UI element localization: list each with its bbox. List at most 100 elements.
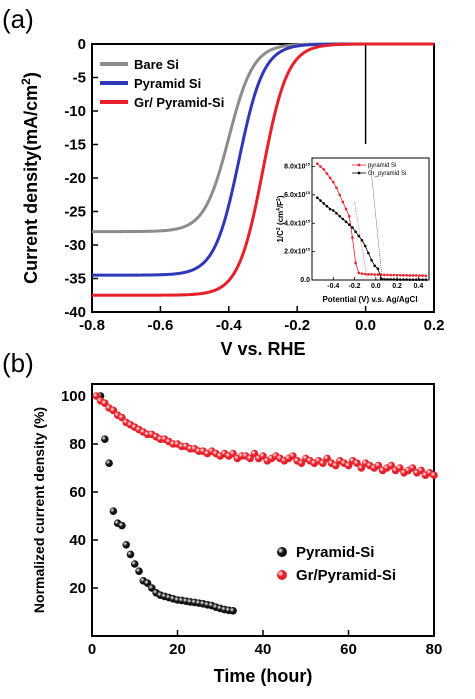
panel-a-label: (a): [2, 4, 34, 34]
inset-chart: -0.4 -0.2 0.0 0.2 0.4 0.0 2.0x1015 4.0x1015 6.0x…: [276, 157, 430, 304]
inset-point: [414, 274, 418, 277]
inset-y-tick-exponent: 15: [306, 162, 311, 167]
inset-y-label-4: 4: [276, 208, 282, 211]
inset-y-label-7: ): [276, 195, 285, 198]
inset-point: [379, 277, 383, 280]
data-point: [101, 435, 109, 444]
inset-y-tick-exponent: 15: [306, 218, 311, 223]
inset-point: [395, 278, 399, 281]
inset-point: [363, 272, 367, 276]
inset-y-tick-label: 2.0x1015: [284, 247, 311, 256]
inset-y-label-1: 1/C: [276, 230, 285, 243]
inset-point: [338, 193, 341, 197]
x-tick-label: 0.0: [355, 317, 376, 334]
inset-point: [370, 273, 373, 276]
data-point: [135, 567, 143, 575]
inset-point: [405, 274, 408, 277]
inset-point: [341, 200, 345, 204]
y-tick-label: 20: [69, 580, 86, 597]
y-tick-label: 60: [69, 484, 86, 501]
inset-point: [402, 274, 405, 277]
inset-y-label-6: 2: [276, 198, 282, 201]
inset-point: [414, 278, 418, 282]
y-tick-label: 40: [69, 532, 86, 549]
inset-point: [389, 278, 393, 281]
chart-a-y-label-sup: 2: [19, 78, 33, 85]
inset-y-label-5: /F: [276, 201, 285, 208]
inset-point: [370, 258, 373, 262]
inset-point: [363, 244, 367, 248]
y-tick-label: 100: [61, 388, 86, 405]
inset-point: [392, 278, 396, 281]
inset-point: [344, 220, 348, 224]
inset-point: [408, 274, 412, 277]
x-tick-label: 20: [169, 641, 186, 658]
series-line: [92, 42, 434, 297]
legend-label: Bare Si: [134, 57, 179, 72]
inset-point: [383, 273, 386, 277]
panel-b-label: (b): [2, 348, 34, 378]
inset-point: [341, 217, 345, 221]
inset-point: [319, 199, 322, 202]
inset-point: [421, 274, 424, 277]
inset-point: [338, 214, 341, 218]
inset-point: [328, 207, 332, 211]
x-tick-label: 80: [426, 641, 443, 658]
inset-point: [398, 273, 402, 277]
inset-point: [357, 234, 361, 238]
data-point: [118, 521, 126, 530]
x-tick-label: -0.6: [147, 317, 173, 334]
y-tick-label: -35: [64, 271, 86, 288]
inset-point: [424, 274, 428, 278]
chart-a-y-label-close: ): [21, 72, 41, 78]
x-tick-label: -0.8: [79, 317, 105, 334]
legend-label: Gr/Pyramid-Si: [296, 567, 396, 584]
y-tick-label: -30: [64, 237, 86, 254]
inset-point: [392, 273, 396, 277]
inset-point: [376, 273, 380, 276]
inset-x-tick-label: 0.4: [413, 283, 423, 290]
inset-x-tick-label: 0.2: [392, 283, 402, 290]
x-tick-label: 0.2: [424, 317, 445, 334]
inset-y-tick-exponent: 15: [306, 247, 311, 252]
chart-b-legend: Pyramid-Si Gr/Pyramid-Si: [277, 544, 396, 584]
y-tick-label: 0: [78, 36, 86, 53]
inset-point: [319, 165, 322, 168]
inset-fit-line: [370, 163, 383, 281]
inset-point: [386, 278, 389, 281]
data-point: [126, 550, 135, 559]
y-tick-label: -10: [64, 103, 86, 120]
y-tick-label: 80: [69, 436, 86, 453]
inset-point: [347, 214, 351, 218]
y-tick-label: -20: [64, 170, 86, 187]
inset-point: [411, 274, 415, 277]
y-tick-label: -25: [64, 204, 86, 221]
inset-point: [395, 273, 399, 277]
inset-point: [322, 202, 326, 205]
inset-point: [328, 176, 332, 180]
inset-point: [383, 277, 386, 281]
inset-y-tick-label: 8.0x1015: [284, 162, 311, 171]
x-tick-label: 60: [340, 641, 357, 658]
inset-point: [354, 261, 357, 265]
data-point: [130, 560, 139, 568]
chart-a-y-label-main: Current density: [21, 151, 41, 284]
inset-point: [418, 278, 421, 282]
chart-a-series: [92, 42, 434, 297]
inset-point: [421, 278, 424, 282]
data-point: [122, 541, 130, 549]
inset-point: [357, 271, 361, 275]
legend-marker: [277, 547, 287, 557]
data-point: [105, 459, 113, 468]
inset-point: [335, 212, 338, 215]
x-tick-label: 40: [255, 641, 272, 658]
chart-b-x-axis-label: Time (hour): [214, 666, 313, 686]
inset-y-label-2: 2: [276, 227, 282, 230]
inset-point: [418, 274, 421, 277]
data-point: [430, 471, 438, 480]
y-tick-label: -40: [64, 304, 86, 321]
inset-point: [335, 186, 338, 190]
inset-point: [354, 230, 357, 234]
y-tick-label: -5: [73, 70, 86, 87]
